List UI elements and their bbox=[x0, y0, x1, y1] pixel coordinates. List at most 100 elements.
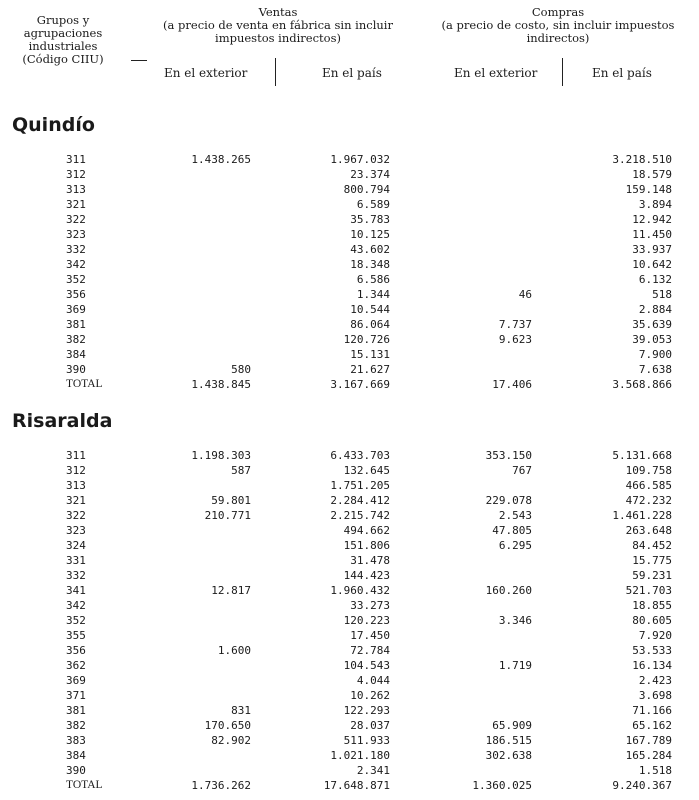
table-row: 323 10.125 11.450 bbox=[0, 227, 699, 242]
cell-compras-pais: 18.855 bbox=[632, 599, 672, 612]
cell-compras-exterior: 17.406 bbox=[492, 378, 532, 391]
column-divider bbox=[275, 58, 276, 86]
cell-ventas-pais: 6.589 bbox=[356, 198, 390, 211]
table-risaralda: 311 1.198.303 6.433.703 353.150 5.131.668 312… bbox=[0, 448, 699, 793]
cell-ciiu-code: 352 bbox=[66, 614, 86, 627]
cell-ventas-pais: 31.478 bbox=[350, 554, 390, 567]
table-row: 322 210.771 2.215.742 2.543 1.461.228 bbox=[0, 508, 699, 523]
header-line: Ventas bbox=[258, 5, 298, 19]
cell-compras-pais: 466.585 bbox=[625, 479, 672, 492]
cell-ciiu-code: 369 bbox=[66, 303, 86, 316]
table-row: 323 494.662 47.805 263.648 bbox=[0, 523, 699, 538]
table-row: 311 1.438.265 1.967.032 3.218.510 bbox=[0, 152, 699, 167]
cell-compras-pais: 3.698 bbox=[638, 689, 672, 702]
header-line: (a precio de costo, sin incluir impuesto… bbox=[441, 18, 675, 32]
header-line: Compras bbox=[531, 5, 585, 19]
cell-compras-pais: 263.648 bbox=[625, 524, 672, 537]
cell-compras-pais: 521.703 bbox=[625, 584, 672, 597]
cell-compras-pais: 11.450 bbox=[632, 228, 672, 241]
header-line: (Código CIIU) bbox=[22, 52, 104, 66]
cell-compras-pais: 1.461.228 bbox=[612, 509, 672, 522]
cell-ventas-pais: 1.344 bbox=[356, 288, 390, 301]
cell-compras-exterior: 767 bbox=[512, 464, 532, 477]
cell-ventas-exterior: 170.650 bbox=[204, 719, 251, 732]
cell-ventas-pais: 1.960.432 bbox=[330, 584, 390, 597]
table-row: 342 33.273 18.855 bbox=[0, 598, 699, 613]
cell-ciiu-code: TOTAL bbox=[66, 779, 103, 791]
cell-ciiu-code: 332 bbox=[66, 569, 86, 582]
cell-ciiu-code: 382 bbox=[66, 333, 86, 346]
table-row: 369 4.044 2.423 bbox=[0, 673, 699, 688]
cell-compras-pais: 472.232 bbox=[625, 494, 672, 507]
table-row: 324 151.806 6.295 84.452 bbox=[0, 538, 699, 553]
table-row: 321 6.589 3.894 bbox=[0, 197, 699, 212]
header-line: impuestos indirectos) bbox=[215, 31, 341, 45]
cell-ciiu-code: 321 bbox=[66, 198, 86, 211]
table-row: 382 120.726 9.623 39.053 bbox=[0, 332, 699, 347]
table-row: 312 23.374 18.579 bbox=[0, 167, 699, 182]
cell-compras-pais: 3.568.866 bbox=[612, 378, 672, 391]
total-row: TOTAL 1.438.845 3.167.669 17.406 3.568.866 bbox=[0, 377, 699, 392]
table-row: 356 1.344 46 518 bbox=[0, 287, 699, 302]
cell-ciiu-code: 390 bbox=[66, 764, 86, 777]
cell-ciiu-code: 342 bbox=[66, 258, 86, 271]
cell-ventas-exterior: 1.600 bbox=[217, 644, 251, 657]
subheader-ventas-exterior: En el exterior bbox=[164, 66, 248, 80]
cell-compras-exterior: 353.150 bbox=[485, 449, 532, 462]
cell-ciiu-code: 341 bbox=[66, 584, 86, 597]
cell-ventas-pais: 120.223 bbox=[343, 614, 390, 627]
column-divider bbox=[562, 58, 563, 86]
cell-ventas-exterior: 1.736.262 bbox=[191, 779, 251, 792]
cell-ciiu-code: 313 bbox=[66, 479, 86, 492]
cell-ventas-pais: 72.784 bbox=[350, 644, 390, 657]
cell-ciiu-code: 321 bbox=[66, 494, 86, 507]
table-row: 332 43.602 33.937 bbox=[0, 242, 699, 257]
cell-compras-pais: 3.218.510 bbox=[612, 153, 672, 166]
table-row: 313 800.794 159.148 bbox=[0, 182, 699, 197]
section-title-risaralda: Risaralda bbox=[12, 410, 113, 432]
cell-ventas-pais: 17.450 bbox=[350, 629, 390, 642]
cell-compras-exterior: 47.805 bbox=[492, 524, 532, 537]
cell-ventas-pais: 4.044 bbox=[356, 674, 390, 687]
cell-compras-pais: 15.775 bbox=[632, 554, 672, 567]
table-row: 332 144.423 59.231 bbox=[0, 568, 699, 583]
cell-compras-pais: 7.900 bbox=[638, 348, 672, 361]
cell-ventas-pais: 6.433.703 bbox=[330, 449, 390, 462]
cell-ciiu-code: 381 bbox=[66, 318, 86, 331]
cell-compras-pais: 10.642 bbox=[632, 258, 672, 271]
cell-compras-pais: 6.132 bbox=[638, 273, 672, 286]
cell-ciiu-code: 390 bbox=[66, 363, 86, 376]
cell-ciiu-code: 382 bbox=[66, 719, 86, 732]
subheader-ventas-pais: En el país bbox=[322, 66, 382, 80]
cell-ventas-pais: 151.806 bbox=[343, 539, 390, 552]
table-row: 321 59.801 2.284.412 229.078 472.232 bbox=[0, 493, 699, 508]
cell-compras-pais: 53.533 bbox=[632, 644, 672, 657]
cell-ventas-pais: 10.544 bbox=[350, 303, 390, 316]
cell-ventas-pais: 28.037 bbox=[350, 719, 390, 732]
cell-compras-pais: 518 bbox=[652, 288, 672, 301]
cell-ventas-exterior: 1.438.845 bbox=[191, 378, 251, 391]
header-line: Grupos y bbox=[36, 13, 90, 27]
cell-ventas-pais: 10.125 bbox=[350, 228, 390, 241]
cell-ciiu-code: 384 bbox=[66, 749, 86, 762]
cell-compras-exterior: 160.260 bbox=[485, 584, 532, 597]
cell-ventas-pais: 23.374 bbox=[350, 168, 390, 181]
table-row: 355 17.450 7.920 bbox=[0, 628, 699, 643]
cell-ciiu-code: 332 bbox=[66, 243, 86, 256]
cell-ventas-pais: 494.662 bbox=[343, 524, 390, 537]
cell-compras-pais: 65.162 bbox=[632, 719, 672, 732]
table-row: 371 10.262 3.698 bbox=[0, 688, 699, 703]
cell-ventas-pais: 120.726 bbox=[343, 333, 390, 346]
cell-ventas-pais: 511.933 bbox=[343, 734, 390, 747]
cell-ciiu-code: 383 bbox=[66, 734, 86, 747]
table-row: 383 82.902 511.933 186.515 167.789 bbox=[0, 733, 699, 748]
table-row: 384 15.131 7.900 bbox=[0, 347, 699, 362]
subheader-compras-pais: En el país bbox=[592, 66, 652, 80]
cell-ventas-exterior: 1.198.303 bbox=[191, 449, 251, 462]
cell-compras-exterior: 3.346 bbox=[498, 614, 532, 627]
cell-compras-pais: 35.639 bbox=[632, 318, 672, 331]
cell-compras-pais: 109.758 bbox=[625, 464, 672, 477]
cell-ventas-pais: 3.167.669 bbox=[330, 378, 390, 391]
cell-compras-pais: 80.605 bbox=[632, 614, 672, 627]
header-line: industriales bbox=[28, 39, 98, 53]
